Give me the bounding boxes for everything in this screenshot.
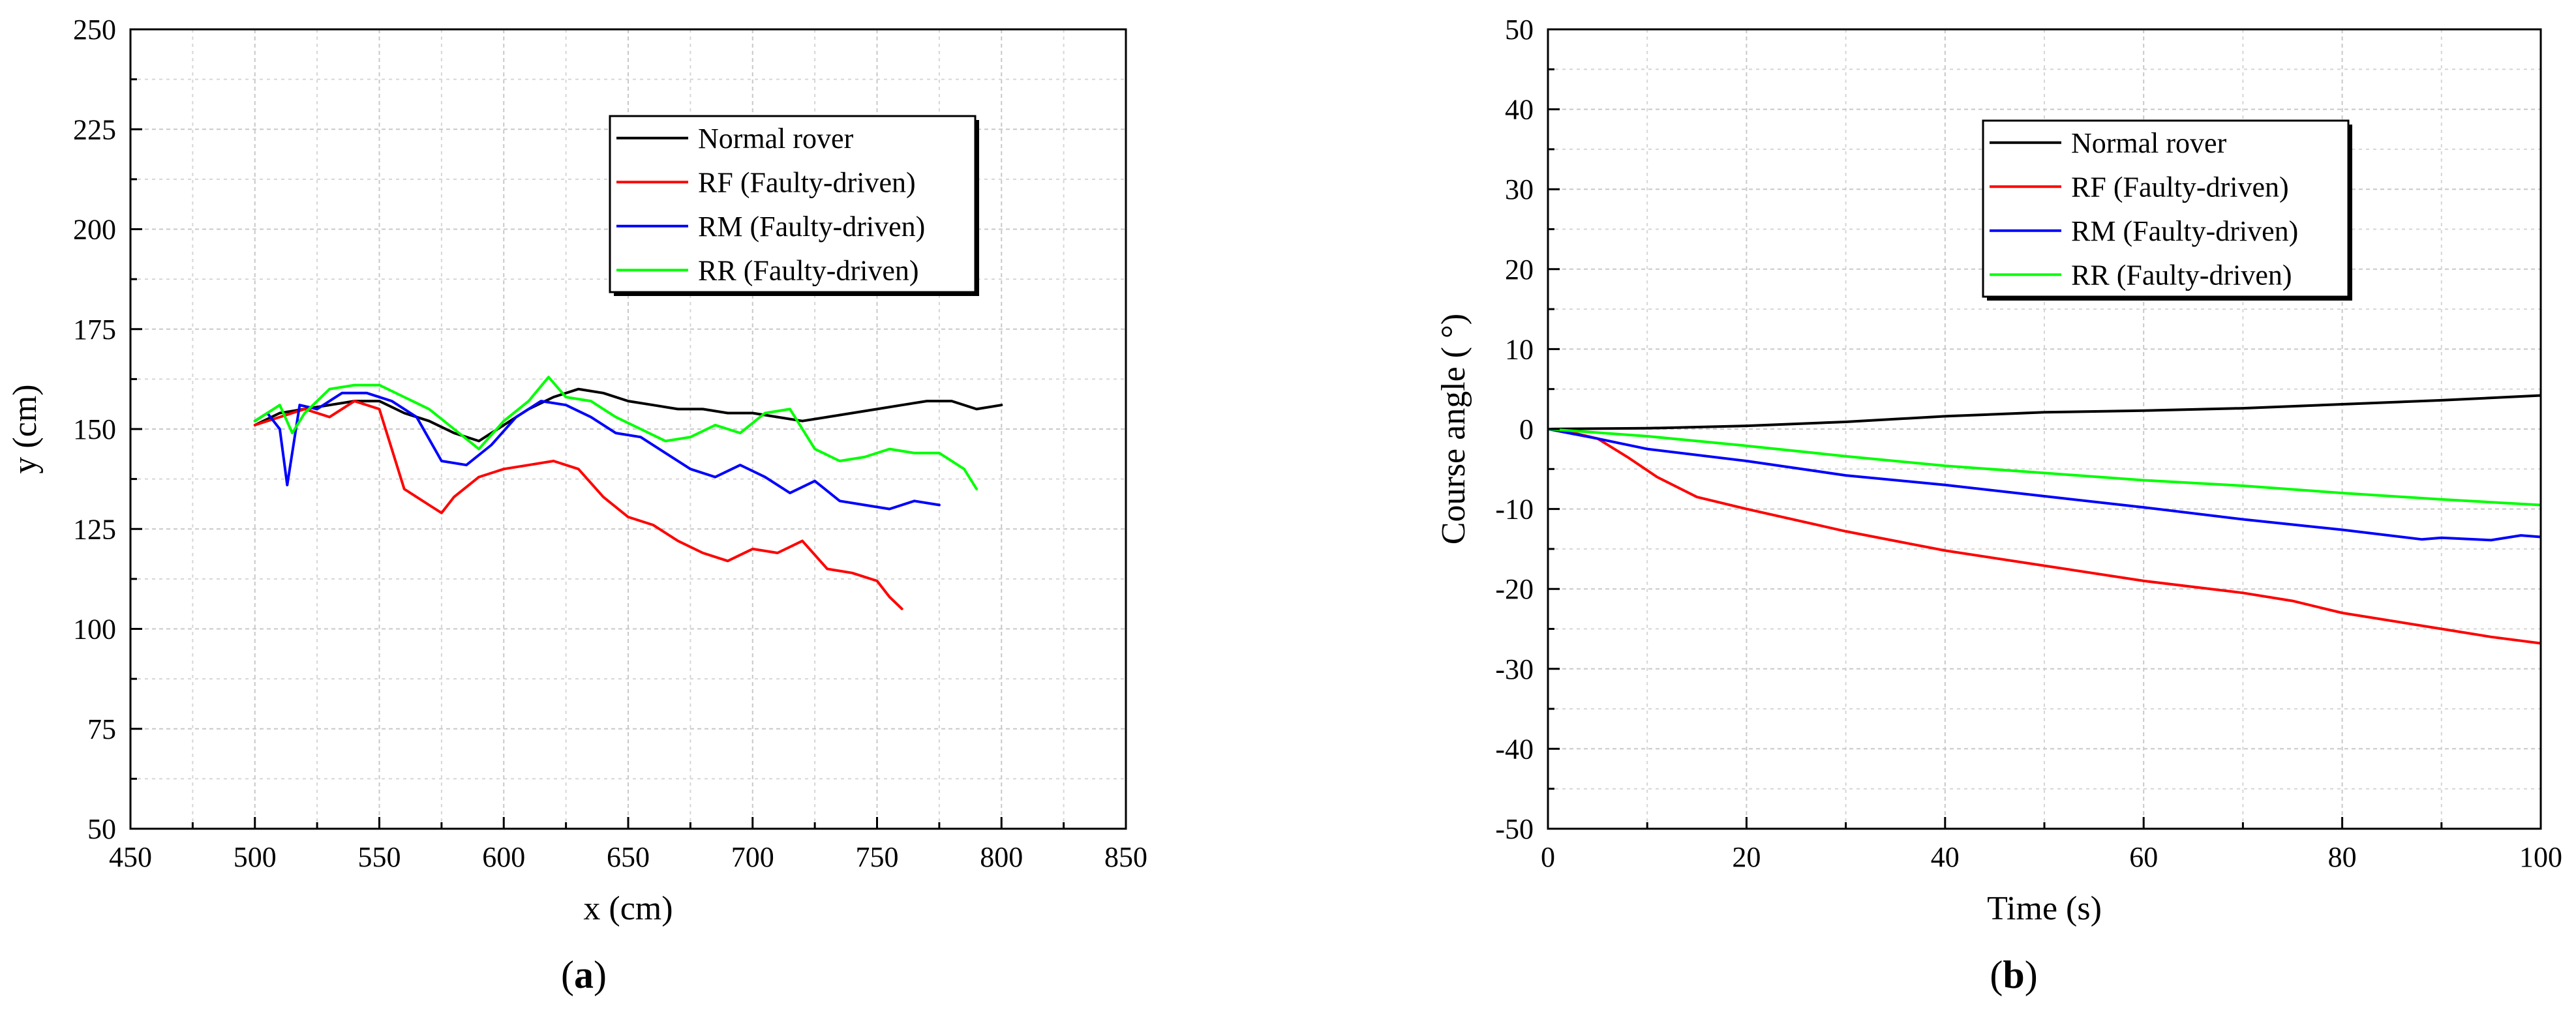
panel-label-b: (b) [1990,953,2037,996]
y-tick-label: 50 [1505,14,1534,46]
caption-letter: a [574,953,594,996]
x-axis-title: x (cm) [583,890,673,927]
x-tick-label: 40 [1931,841,1960,873]
x-tick-label: 450 [109,841,152,873]
legend-label-rm-faulty-driven: RM (Faulty-driven) [698,211,925,243]
y-tick-label: -10 [1495,494,1534,526]
x-tick-label: 800 [980,841,1023,873]
legend: Normal rover RF (Faulty-driven) RM (Faulty… [609,115,979,296]
x-tick-label: 550 [358,841,401,873]
series-line-rm-faulty-driven [1548,428,2541,542]
y-tick-label: -50 [1495,813,1534,845]
x-tick-label: 60 [2129,841,2158,873]
x-tick-label: 20 [1732,841,1761,873]
legend: Normal rover RF (Faulty-driven) RM (Faulty… [1982,119,2352,301]
x-tick-label: 650 [607,841,650,873]
series-line-normal-rover [1548,394,2541,430]
legend-label-rf-faulty-driven: RF (Faulty-driven) [2071,171,2289,203]
series-group [253,376,1003,610]
y-tick-label: -30 [1495,653,1534,685]
y-axis-title: Course angle ( °) [1435,314,1472,544]
caption-letter: b [2003,953,2024,996]
panel-label-a: (a) [561,953,607,996]
y-tick-label: 50 [87,813,116,845]
caption-close-paren: ) [594,953,607,996]
caption-open-paren: ( [561,953,574,996]
legend-label-normal-rover: Normal rover [698,123,854,155]
series-group [1548,394,2541,645]
series-line-rm-faulty-driven [253,391,941,511]
legend-box [1982,119,2350,298]
y-tick-label: 40 [1505,94,1534,126]
x-tick-label: 750 [856,841,899,873]
y-tick-label: 150 [73,413,116,445]
y-tick-label: 30 [1505,173,1534,205]
x-tick-label: 100 [2519,841,2562,873]
legend-label-rm-faulty-driven: RM (Faulty-driven) [2071,215,2298,247]
series-line-rr-faulty-driven [253,376,978,490]
chart-panel-a: 450 500 550 600 650 700 750 800 850 50 75 100 125 150… [7,14,1147,927]
y-tick-label: -20 [1495,573,1534,605]
x-tick-label: 80 [2328,841,2357,873]
y-axis-title: y (cm) [7,384,44,473]
legend-label-rf-faulty-driven: RF (Faulty-driven) [698,166,916,198]
x-axis-title: Time (s) [1987,890,2102,927]
x-tick-label: 600 [482,841,525,873]
x-tick-label: 500 [234,841,277,873]
y-tick-label: 125 [73,513,116,545]
x-tick-label: 700 [731,841,774,873]
legend-label-rr-faulty-driven: RR (Faulty-driven) [2071,259,2292,291]
legend-label-normal-rover: Normal rover [2071,127,2227,159]
y-tick-label: 250 [73,14,116,46]
y-tick-label: 225 [73,113,116,145]
y-tick-label: 20 [1505,254,1534,286]
series-line-rf-faulty-driven [1548,428,2541,645]
legend-label-rr-faulty-driven: RR (Faulty-driven) [698,254,919,286]
y-tick-label: 10 [1505,333,1534,365]
series-line-rf-faulty-driven [253,400,903,610]
series-line-normal-rover [253,387,1003,443]
y-tick-label: 175 [73,314,116,346]
legend-box [609,115,977,293]
y-tick-label: 0 [1519,413,1534,445]
series-line-rr-faulty-driven [1548,428,2541,507]
y-tick-label: 75 [87,713,116,745]
y-tick-label: -40 [1495,733,1534,765]
y-tick-label: 100 [73,614,116,646]
chart-panel-b: 0 20 40 60 80 100 -50 -40 -30 -20 -10 0 10 20 30 40 50 Ti… [1435,14,2562,927]
y-tick-label: 200 [73,214,116,246]
caption-open-paren: ( [1990,953,2003,996]
x-tick-label: 0 [1541,841,1555,873]
x-tick-label: 850 [1104,841,1147,873]
caption-close-paren: ) [2025,953,2038,996]
